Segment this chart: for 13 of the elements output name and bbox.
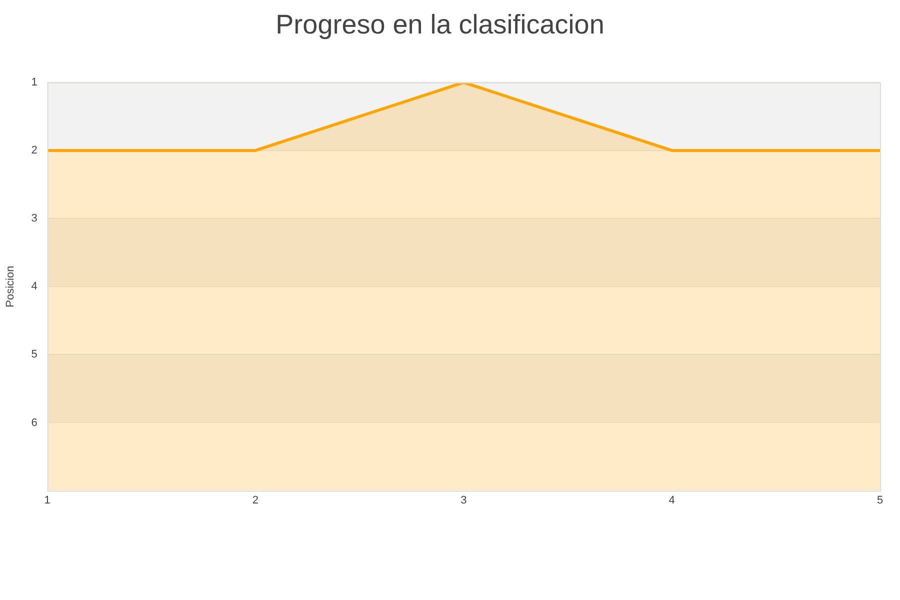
- y-tick-label: 5: [31, 348, 38, 361]
- y-tick-label: 6: [31, 416, 38, 429]
- y-tick-label: 2: [31, 144, 38, 156]
- chart-title: Progreso en la clasificacion: [276, 10, 604, 40]
- x-tick-label: 5: [876, 494, 884, 506]
- y-tick-label: 3: [31, 212, 38, 225]
- x-tick-label: 4: [668, 494, 675, 506]
- x-tick-label: 2: [252, 494, 259, 506]
- x-tick-label: 1: [44, 494, 50, 506]
- y-tick-label: 4: [31, 280, 38, 293]
- y-tick-label: 1: [31, 76, 38, 88]
- x-tick-label: 3: [460, 494, 467, 506]
- y-axis-title: Posicion: [4, 266, 17, 308]
